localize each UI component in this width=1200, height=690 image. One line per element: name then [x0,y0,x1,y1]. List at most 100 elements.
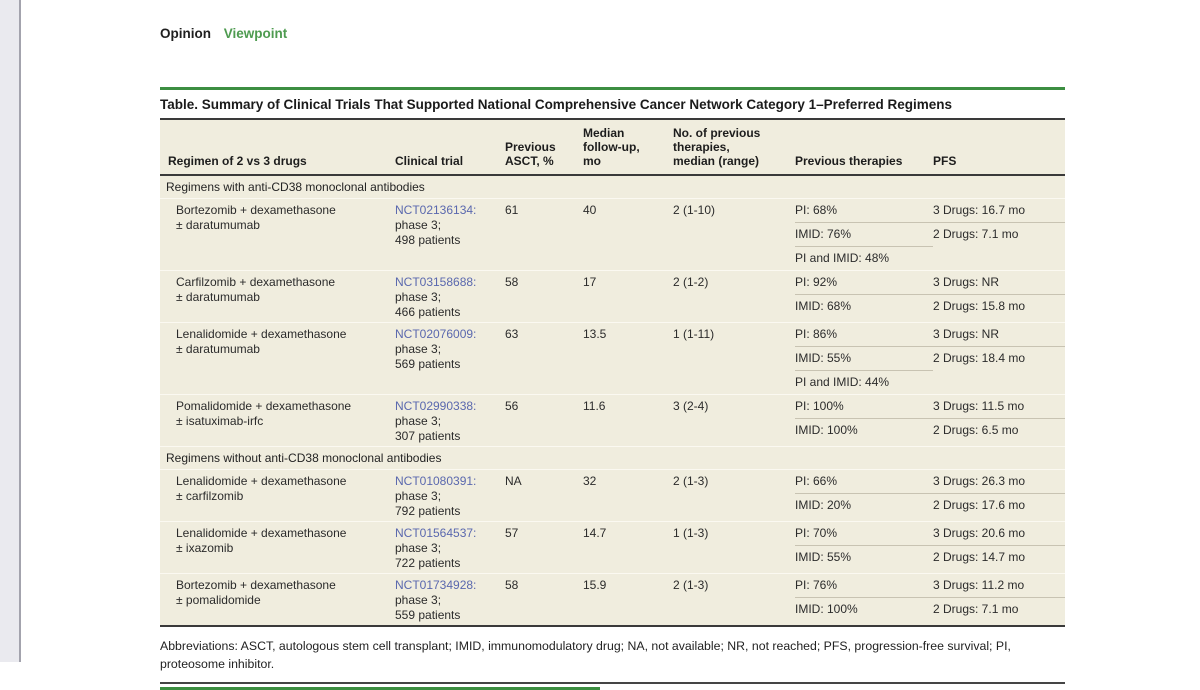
clinical-trial-cell: NCT03158688: phase 3; 466 patients [395,271,505,322]
table-row: Lenalidomide + dexamethasone ± ixazomib N… [160,522,1065,574]
pfs-cell: 3 Drugs: 11.2 mo 2 Drugs: 7.1 mo [933,574,1065,625]
previous-therapies-cell: PI: 66% IMID: 20% [795,470,933,521]
pfs-item: 2 Drugs: 7.1 mo [933,222,1065,246]
trial-detail: phase 3; 498 patients [395,218,461,247]
green-divider-bottom-partial [160,686,600,690]
previous-therapies-cell: PI: 100% IMID: 100% [795,395,933,446]
prior-therapies-median-cell: 3 (2-4) [673,399,709,413]
table-row: Lenalidomide + dexamethasone ± daratumum… [160,323,1065,395]
section-header-row: Regimens with anti-CD38 monoclonal antib… [160,176,1065,199]
nct-link[interactable]: NCT01080391: [395,474,477,488]
regimen-cell: Lenalidomide + dexamethasone ± carfilzom… [176,474,347,503]
clinical-trials-table: Regimen of 2 vs 3 drugs Clinical trial P… [160,118,1065,627]
subsection-link[interactable]: Viewpoint [223,26,288,41]
pfs-item: 3 Drugs: NR [933,275,1000,289]
previous-therapy-item: IMID: 55% [795,346,933,370]
nct-link[interactable]: NCT03158688: [395,275,477,289]
median-followup-cell: 17 [583,275,597,289]
table-header-row: Regimen of 2 vs 3 drugs Clinical trial P… [160,120,1065,176]
trial-detail: phase 3; 307 patients [395,414,461,443]
pfs-item: 2 Drugs: 7.1 mo [933,597,1065,621]
pfs-item: 3 Drugs: NR [933,327,1000,341]
trial-detail: phase 3; 722 patients [395,541,461,570]
table-title: Table. Summary of Clinical Trials That S… [160,97,952,112]
pfs-cell: 3 Drugs: NR 2 Drugs: 18.4 mo [933,323,1065,394]
previous-therapies-cell: PI: 70% IMID: 55% [795,522,933,573]
prior-therapies-median-cell: 2 (1-3) [673,474,709,488]
nct-link[interactable]: NCT01734928: [395,578,477,592]
col-header-pfs: PFS [933,154,957,168]
table-body: Regimens with anti-CD38 monoclonal antib… [160,176,1065,625]
prior-therapies-median-cell: 1 (1-3) [673,526,709,540]
pfs-item: 2 Drugs: 6.5 mo [933,418,1065,442]
col-header-regimen: Regimen of 2 vs 3 drugs [168,154,307,168]
pfs-item: 2 Drugs: 17.6 mo [933,493,1065,517]
clinical-trial-cell: NCT02136134: phase 3; 498 patients [395,199,505,270]
pfs-item: 2 Drugs: 18.4 mo [933,346,1065,370]
article-page: Opinion Viewpoint Table. Summary of Clin… [160,0,1065,690]
table-row: Pomalidomide + dexamethasone ± isatuxima… [160,395,1065,447]
previous-therapy-item: PI: 86% [795,327,838,341]
nct-link[interactable]: NCT02076009: [395,327,477,341]
regimen-cell: Pomalidomide + dexamethasone ± isatuxima… [176,399,352,428]
pfs-cell: 3 Drugs: 16.7 mo 2 Drugs: 7.1 mo [933,199,1065,270]
pfs-item: 3 Drugs: 11.5 mo [933,399,1025,413]
pfs-cell: 3 Drugs: 20.6 mo 2 Drugs: 14.7 mo [933,522,1065,573]
previous-therapy-item: IMID: 55% [795,545,933,569]
prior-therapies-median-cell: 1 (1-11) [673,327,715,341]
previous-therapy-item: PI: 76% [795,578,838,592]
clinical-trial-cell: NCT02990338: phase 3; 307 patients [395,395,505,446]
col-header-prior-therapies: No. of previous therapies, median (range… [673,126,761,168]
trial-detail: phase 3; 559 patients [395,593,461,622]
previous-asct-cell: 58 [505,578,519,592]
median-followup-cell: 40 [583,203,597,217]
pfs-item: 2 Drugs: 15.8 mo [933,294,1065,318]
nct-link[interactable]: NCT02136134: [395,203,477,217]
trial-detail: phase 3; 466 patients [395,290,461,319]
prior-therapies-median-cell: 2 (1-2) [673,275,709,289]
clinical-trial-cell: NCT01564537: phase 3; 722 patients [395,522,505,573]
pfs-item: 3 Drugs: 26.3 mo [933,474,1026,488]
regimen-cell: Bortezomib + dexamethasone ± daratumumab [176,203,336,232]
previous-therapy-item: PI: 92% [795,275,838,289]
prior-therapies-median-cell: 2 (1-3) [673,578,709,592]
regimen-cell: Carfilzomib + dexamethasone ± daratumuma… [176,275,336,304]
previous-therapies-cell: PI: 68% IMID: 76% PI and IMID: 48% [795,199,933,270]
regimen-cell: Lenalidomide + dexamethasone ± daratumum… [176,327,347,356]
nct-link[interactable]: NCT01564537: [395,526,477,540]
clinical-trial-cell: NCT01734928: phase 3; 559 patients [395,574,505,625]
median-followup-cell: 15.9 [583,578,607,592]
previous-therapy-item: IMID: 68% [795,294,933,318]
col-header-clinical-trial: Clinical trial [395,154,464,168]
previous-therapy-item: PI: 70% [795,526,838,540]
previous-therapy-item: PI: 68% [795,203,838,217]
previous-asct-cell: 57 [505,526,519,540]
previous-therapies-cell: PI: 86% IMID: 55% PI and IMID: 44% [795,323,933,394]
trial-detail: phase 3; 569 patients [395,342,461,371]
pfs-cell: 3 Drugs: 26.3 mo 2 Drugs: 17.6 mo [933,470,1065,521]
trial-detail: phase 3; 792 patients [395,489,461,518]
clinical-trial-cell: NCT01080391: phase 3; 792 patients [395,470,505,521]
previous-asct-cell: 58 [505,275,519,289]
table-row: Bortezomib + dexamethasone ± pomalidomid… [160,574,1065,625]
col-header-median-followup: Median follow-up, mo [583,126,640,168]
previous-therapy-item: IMID: 76% [795,222,933,246]
pfs-cell: 3 Drugs: NR 2 Drugs: 15.8 mo [933,271,1065,322]
table-row: Lenalidomide + dexamethasone ± carfilzom… [160,470,1065,522]
previous-asct-cell: 63 [505,327,519,341]
table-row: Bortezomib + dexamethasone ± daratumumab… [160,199,1065,271]
previous-therapies-cell: PI: 92% IMID: 68% [795,271,933,322]
median-followup-cell: 14.7 [583,526,607,540]
col-header-previous-asct: Previous ASCT, % [505,140,556,168]
median-followup-cell: 11.6 [583,399,606,413]
green-divider-top [160,87,1065,90]
previous-therapy-item: IMID: 100% [795,597,933,621]
previous-therapy-item: PI and IMID: 44% [795,370,933,394]
nct-link[interactable]: NCT02990338: [395,399,477,413]
pfs-item: 3 Drugs: 16.7 mo [933,203,1026,217]
previous-asct-cell: NA [505,474,522,488]
pfs-item: 3 Drugs: 20.6 mo [933,526,1026,540]
dark-divider-bottom [160,681,1065,684]
median-followup-cell: 32 [583,474,597,488]
window-edge-strip [0,0,21,662]
